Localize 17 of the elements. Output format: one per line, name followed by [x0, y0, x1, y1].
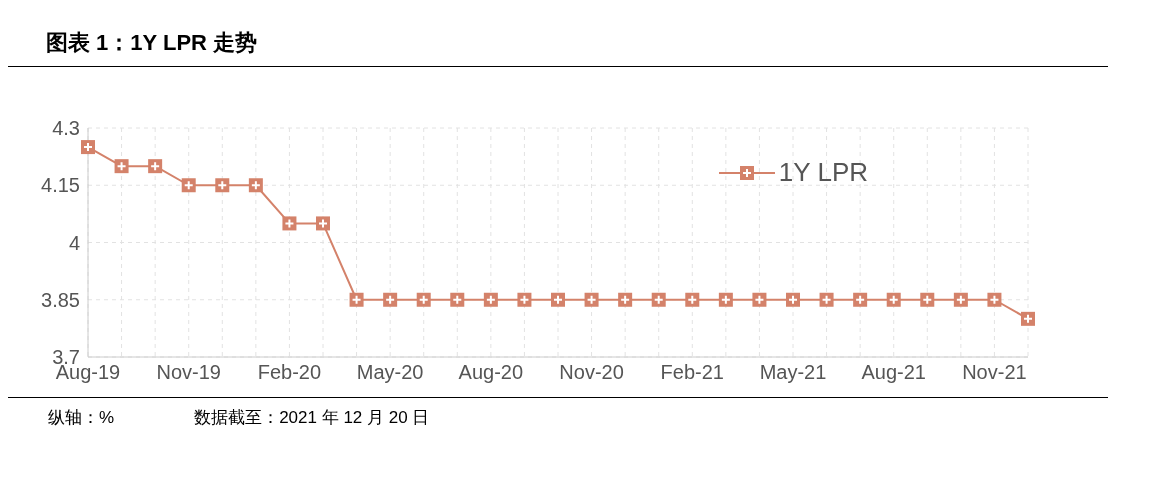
y-tick-label: 4.3 — [52, 117, 80, 140]
y-tick-label: 3.85 — [41, 288, 80, 311]
x-tick-label: Feb-21 — [660, 361, 724, 384]
x-tick-label: Feb-20 — [257, 361, 322, 384]
x-tick-label: Aug-20 — [458, 361, 524, 384]
text: 数据截至：2021 年 12 月 20 日 — [194, 407, 430, 429]
x-tick-label: May-21 — [759, 361, 827, 384]
x-tick-label: Nov-21 — [962, 361, 1027, 384]
y-tick-label: 4 — [68, 231, 80, 254]
legend-label: 1Y LPR — [778, 157, 868, 188]
x-tick-label: Nov-20 — [559, 361, 624, 384]
y-tick-label: 4.15 — [41, 174, 80, 197]
x-tick-label: May-20 — [356, 361, 424, 384]
text: 纵轴：% — [48, 407, 115, 429]
x-tick-label: Aug-21 — [861, 361, 926, 384]
x-tick-label: Nov-19 — [156, 361, 221, 384]
chart-title: 图表 1：1Y LPR 走势 — [8, 8, 1108, 67]
